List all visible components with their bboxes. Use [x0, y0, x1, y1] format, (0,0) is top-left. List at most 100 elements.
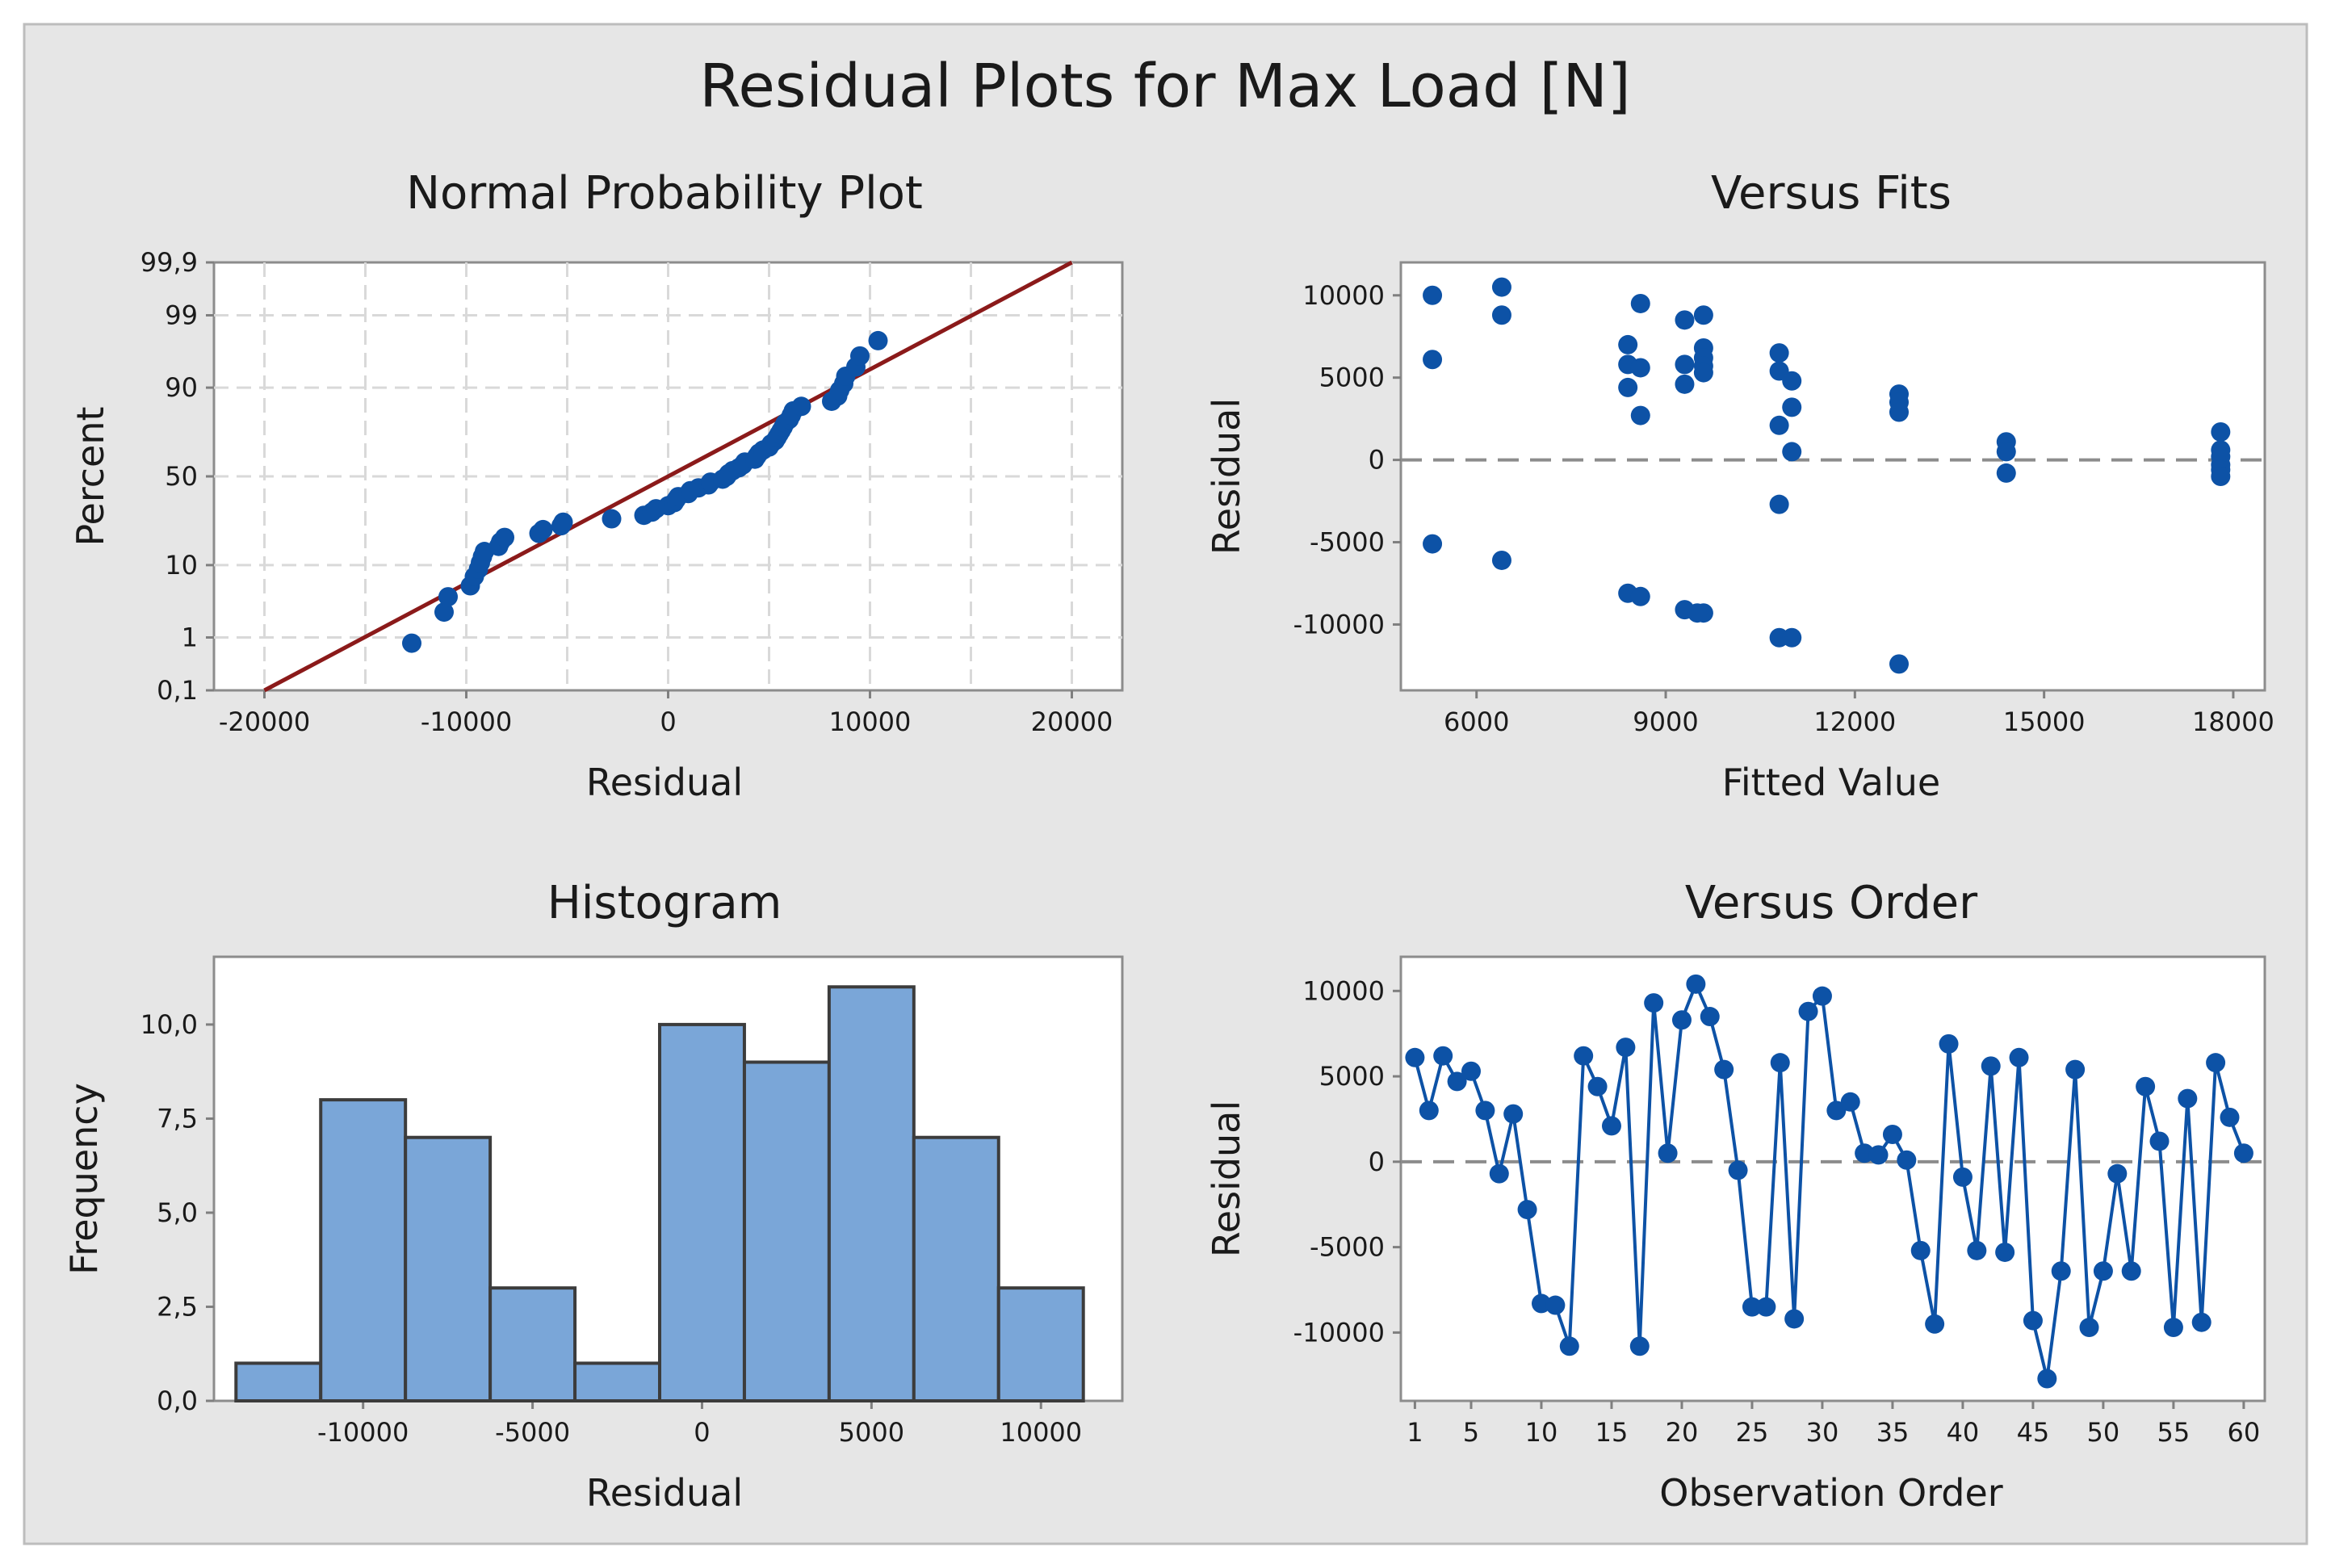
versus-fits-point: [1491, 305, 1511, 325]
versus-fits-point: [1675, 374, 1695, 394]
versus-fits-point: [1675, 354, 1695, 375]
versus-fits-plot-area: [1399, 261, 2266, 692]
normal-probability-point: [533, 519, 553, 539]
versus-order-point: [1686, 974, 1706, 994]
normal-probability-ytick-label: 99: [165, 300, 198, 331]
histogram-bar: [827, 985, 916, 1402]
histogram-bar: [912, 1135, 1000, 1402]
versus-order-xtick-label: 35: [1876, 1417, 1910, 1448]
versus-order-point: [1981, 1056, 2001, 1076]
versus-order-point: [1910, 1240, 1931, 1260]
versus-order-panel: Versus Order Observation Order Residual …: [1205, 877, 2266, 1515]
normal-probability-point: [495, 527, 514, 547]
versus-order-plot-area: [1399, 955, 2266, 1402]
versus-order-point: [2220, 1107, 2240, 1127]
normal-probability-fit-line: [263, 260, 1073, 693]
normal-probability-ytick-label: 10: [165, 550, 198, 581]
versus-order-point: [1784, 1309, 1805, 1329]
versus-order-title: Versus Order: [1685, 877, 1978, 929]
versus-fits-point: [1423, 285, 1443, 305]
histogram-title: Histogram: [547, 877, 782, 929]
versus-order-point: [1601, 1116, 1621, 1136]
normal-probability-xtick-label: 0: [660, 706, 676, 737]
normal-probability-point: [438, 587, 458, 607]
versus-order-ytick-label: 0: [1369, 1147, 1385, 1177]
versus-order-xlabel: Observation Order: [1659, 1471, 2003, 1515]
histogram-bar: [996, 1286, 1085, 1402]
versus-fits-point: [1687, 603, 1708, 623]
versus-order-xtick-label: 60: [2228, 1417, 2261, 1448]
versus-fits-point: [1782, 371, 1802, 391]
versus-fits-xlabel: Fitted Value: [1722, 761, 1940, 804]
histogram-bar: [573, 1361, 662, 1402]
versus-fits-xtick-label: 6000: [1444, 706, 1509, 737]
versus-fits-point: [1782, 627, 1802, 648]
versus-order-point: [2206, 1053, 2226, 1073]
histogram-bar: [234, 1361, 323, 1402]
versus-order-point: [1433, 1046, 1453, 1066]
histogram-ylabel: Frequency: [62, 1083, 106, 1275]
versus-order-point: [2178, 1088, 2198, 1109]
versus-order-point: [2149, 1131, 2170, 1151]
versus-order-point: [1503, 1104, 1524, 1124]
versus-fits-point: [1675, 310, 1695, 330]
histogram-ytick-label: 0,0: [157, 1386, 198, 1416]
versus-fits-point: [1889, 654, 1910, 674]
versus-fits-point: [1630, 405, 1650, 426]
versus-fits-ytick-label: -10000: [1293, 609, 1385, 639]
versus-order-point: [1967, 1240, 1987, 1260]
versus-fits-xtick-label: 12000: [1813, 706, 1896, 737]
normal-probability-xtick-label: -20000: [219, 706, 310, 737]
versus-order-point: [1897, 1150, 1917, 1170]
versus-fits-xtick-label: 18000: [2192, 706, 2274, 737]
histogram-xtick-label: 5000: [839, 1417, 904, 1448]
versus-order-point: [1882, 1125, 1902, 1144]
versus-order-xtick-label: 5: [1463, 1417, 1479, 1448]
versus-order-ytick-label: -5000: [1310, 1232, 1385, 1263]
versus-order-point: [1756, 1297, 1776, 1317]
versus-order-point: [2107, 1163, 2128, 1184]
versus-order-point: [1475, 1101, 1495, 1121]
versus-fits-point: [1423, 534, 1443, 554]
versus-order-point: [2093, 1261, 2113, 1281]
versus-order-point: [1489, 1163, 1509, 1184]
versus-order-point: [2136, 1076, 2156, 1096]
histogram-bar: [488, 1286, 577, 1402]
versus-fits-point: [1630, 586, 1650, 606]
versus-order-xtick-label: 15: [1595, 1417, 1629, 1448]
versus-order-point: [1868, 1145, 1889, 1165]
versus-fits-point: [1491, 550, 1511, 570]
versus-order-point: [2233, 1143, 2253, 1163]
versus-order-point: [1798, 1001, 1818, 1021]
versus-fits-ylabel: Residual: [1205, 398, 1248, 555]
versus-fits-point: [1782, 397, 1802, 417]
versus-order-point: [2037, 1369, 2057, 1389]
histogram-xtick-label: 10000: [1000, 1417, 1082, 1448]
versus-order-point: [1812, 986, 1832, 1006]
normal-probability-point: [850, 346, 870, 366]
versus-order-xtick-label: 30: [1806, 1417, 1839, 1448]
versus-order-xtick-label: 20: [1666, 1417, 1699, 1448]
normal-probability-point: [791, 396, 811, 417]
histogram-ytick-label: 10,0: [140, 1009, 198, 1040]
versus-order-point: [1419, 1101, 1439, 1121]
versus-order-point: [1545, 1295, 1566, 1315]
histogram-panel: Histogram Residual Frequency 0,0 2,5 5,0 7,…: [62, 877, 1124, 1515]
versus-fits-point: [1630, 293, 1650, 313]
versus-order-xtick-label: 25: [1736, 1417, 1769, 1448]
versus-fits-point: [1889, 402, 1910, 422]
versus-fits-ytick-label: 5000: [1319, 363, 1385, 393]
versus-order-point: [1742, 1297, 1762, 1317]
versus-order-ylabel: Residual: [1205, 1101, 1248, 1257]
versus-order-point: [1405, 1047, 1425, 1067]
versus-order-point: [1840, 1092, 1860, 1112]
versus-order-point: [1531, 1293, 1551, 1314]
versus-order-point: [2009, 1047, 2029, 1067]
versus-order-point: [1826, 1101, 1847, 1121]
normal-probability-ytick-label: 99,9: [140, 247, 198, 278]
histogram-ytick-label: 2,5: [157, 1291, 198, 1322]
versus-order-point: [1587, 1076, 1608, 1096]
versus-order-point: [1629, 1336, 1650, 1356]
normal-probability-ytick-label: 90: [165, 372, 198, 403]
